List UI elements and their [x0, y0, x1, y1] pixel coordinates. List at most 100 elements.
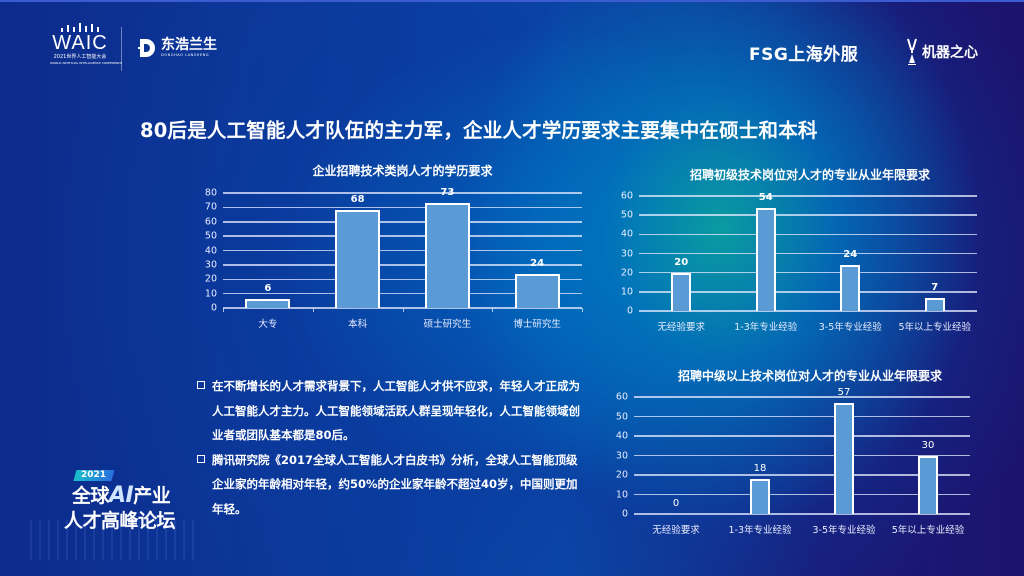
- gridline: [639, 233, 977, 236]
- bar: [749, 478, 771, 514]
- y-tick-label: 70: [204, 201, 217, 213]
- square-bullet-icon: [197, 454, 205, 463]
- y-tick-label: 0: [210, 302, 217, 314]
- forum-title-ai: AI: [109, 483, 134, 508]
- bar-value-label: 24: [843, 249, 858, 260]
- x-category-label: 5年以上专业经验: [891, 525, 965, 536]
- finding-item: 在不断增长的人才需求背景下，人工智能人才供不应求，年轻人才正成为人工智能人才主力…: [196, 374, 588, 448]
- bar: [924, 297, 945, 311]
- y-tick-label: 30: [615, 450, 628, 461]
- decorative-data-lines: [30, 520, 200, 560]
- finding-item: 腾讯研究院《2017全球人工智能人才白皮书》分析，全球人工智能顶级企业家的年龄相…: [196, 448, 588, 522]
- gridline: [223, 235, 582, 237]
- gridline: [223, 292, 582, 295]
- x-category-label: 本科: [348, 319, 368, 330]
- x-category-label: 3-5年专业经验: [812, 525, 876, 536]
- waic-subtitle-en: WORLD ARTIFICIAL INTELLIGENCE CONFERENCE: [50, 61, 123, 65]
- page-title: 80后是人工智能人才队伍的主力军，企业人才学历要求主要集中在硕士和本科: [140, 119, 818, 142]
- x-axis-tick: [223, 308, 224, 312]
- key-findings-list: 在不断增长的人才需求背景下，人工智能人才供不应求，年轻人才正成为人工智能人才主力…: [196, 374, 588, 521]
- bar: [245, 299, 291, 308]
- x-axis-tick: [402, 308, 404, 312]
- bar: [917, 455, 939, 514]
- jiqizhixin-logo: 机器之心: [906, 37, 978, 67]
- x-category-label: 无经验要求: [657, 322, 705, 333]
- gridline: [223, 221, 582, 223]
- gridline: [634, 435, 970, 437]
- donghao-d-icon: [138, 38, 156, 58]
- x-category-label: 1-3年专业经验: [734, 322, 798, 333]
- bar: [514, 273, 560, 308]
- bar: [840, 265, 861, 311]
- gridline: [223, 278, 582, 280]
- forum-title-line2: 人才高峰论坛: [64, 510, 176, 532]
- waic-dots-icon: [50, 22, 110, 32]
- square-bullet-icon: [197, 381, 205, 389]
- waic-subtitle: 2021世界人工智能大会: [53, 54, 107, 60]
- x-category-label: 5年以上专业经验: [898, 322, 972, 333]
- top-border: [0, 0, 1024, 2]
- fsg-logo: FSG上海外服: [749, 45, 859, 65]
- jiqizhixin-mark-icon: [906, 37, 918, 67]
- bar-value-label: 24: [530, 257, 545, 269]
- y-tick-label: 80: [204, 187, 217, 199]
- y-tick-label: 0: [626, 305, 633, 317]
- finding-text: 腾讯研究院《2017全球人工智能人才白皮书》分析，全球人工智能顶级企业家的年龄相…: [212, 452, 578, 516]
- y-tick-label: 60: [615, 391, 628, 403]
- logo-divider: [121, 27, 122, 71]
- bar-value-label: 6: [264, 283, 272, 295]
- y-tick-label: 10: [204, 288, 217, 300]
- y-tick-label: 30: [620, 248, 633, 259]
- bar: [424, 203, 470, 308]
- x-category-label: 无经验要求: [652, 525, 700, 536]
- donghao-name: 东浩兰生: [161, 37, 217, 53]
- forum-year-badge: 2021: [73, 470, 115, 481]
- forum-title-part: 产业: [133, 485, 171, 507]
- y-tick-label: 10: [615, 489, 628, 500]
- bar: [671, 272, 692, 311]
- gridline: [639, 214, 977, 216]
- y-tick-label: 50: [204, 230, 217, 242]
- forum-logo: 2021 全球AI产业 人才高峰论坛: [60, 470, 210, 540]
- forum-year: 2021: [81, 470, 107, 480]
- chart-title: 企业招聘技术类岗人才的学历要求: [312, 164, 493, 178]
- x-axis-tick: [582, 308, 583, 312]
- x-axis-tick: [492, 308, 494, 312]
- chart-title: 招聘初级技术岗位对人才的专业从业年限要求: [689, 168, 930, 182]
- gridline: [634, 474, 970, 476]
- gridline: [223, 206, 582, 209]
- y-tick-label: 60: [204, 216, 217, 228]
- x-axis-tick: [312, 308, 314, 312]
- bar-value-label: 68: [350, 194, 365, 206]
- donghao-logo: 东浩兰生 DONGHAO LANSHENG: [138, 38, 217, 58]
- gridline: [639, 195, 977, 197]
- y-tick-label: 40: [620, 228, 633, 240]
- chart-title: 招聘中级以上技术岗位对人才的专业从业年限要求: [677, 369, 942, 383]
- finding-text: 在不断增长的人才需求背景下，人工智能人才供不应求，年轻人才正成为人工智能人才主力…: [212, 379, 580, 442]
- gridline: [639, 252, 977, 255]
- gridline: [223, 264, 582, 266]
- gridline: [639, 310, 977, 312]
- bar-value-label: 57: [837, 386, 851, 398]
- x-category-label: 硕士研究生: [423, 319, 472, 330]
- bar-value-label: 20: [674, 256, 689, 268]
- bar-value-label: 30: [921, 439, 935, 451]
- gridline: [634, 396, 970, 398]
- y-tick-label: 0: [621, 508, 628, 520]
- y-tick-label: 20: [615, 469, 628, 481]
- x-category-label: 3-5年专业经验: [818, 322, 882, 333]
- y-tick-label: 20: [204, 273, 217, 285]
- bar: [833, 402, 855, 514]
- jiqizhixin-name: 机器之心: [922, 45, 978, 61]
- x-category-label: 博士研究生: [513, 319, 561, 330]
- bar-value-label: 73: [440, 187, 455, 199]
- gridline: [639, 271, 977, 274]
- gridline: [634, 493, 970, 496]
- bar-value-label: 54: [758, 191, 773, 203]
- bar-value-label: 18: [753, 462, 767, 474]
- y-tick-label: 60: [620, 190, 633, 202]
- gridline: [634, 415, 970, 418]
- forum-title-line1: 全球AI产业: [72, 481, 171, 508]
- bar-value-label: 7: [931, 281, 939, 293]
- x-category-label: 大专: [258, 319, 278, 330]
